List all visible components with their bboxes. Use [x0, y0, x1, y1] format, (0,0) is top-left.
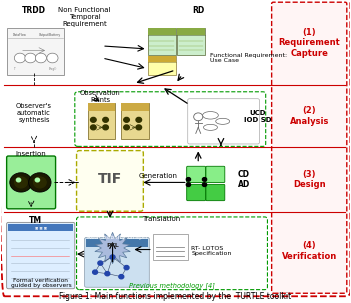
Circle shape: [203, 183, 207, 186]
Text: Previous methodology [4]: Previous methodology [4]: [129, 282, 215, 289]
FancyBboxPatch shape: [272, 2, 347, 293]
Ellipse shape: [216, 118, 230, 124]
Bar: [88, 103, 115, 111]
Text: RT- LOTOS
Specification: RT- LOTOS Specification: [191, 246, 232, 256]
Circle shape: [103, 125, 108, 130]
Circle shape: [186, 178, 191, 181]
Text: Observer's
automatic
synthesis: Observer's automatic synthesis: [16, 103, 52, 123]
Text: Non Functional
Temporal
Requirement: Non Functional Temporal Requirement: [58, 7, 111, 27]
Bar: [147, 56, 176, 75]
Circle shape: [136, 118, 141, 122]
Circle shape: [93, 270, 98, 274]
Text: (4)
Verification: (4) Verification: [282, 241, 337, 261]
Bar: [177, 28, 205, 55]
Circle shape: [203, 178, 207, 181]
Text: TM: TM: [29, 216, 42, 225]
Circle shape: [25, 53, 36, 63]
Circle shape: [124, 265, 129, 270]
Text: CD
AD: CD AD: [238, 170, 250, 189]
Circle shape: [35, 178, 40, 182]
Circle shape: [124, 125, 130, 130]
Circle shape: [103, 118, 108, 122]
Bar: [121, 103, 148, 111]
Bar: [86, 239, 147, 247]
Circle shape: [186, 183, 191, 186]
Circle shape: [91, 118, 96, 122]
Text: Translation: Translation: [143, 216, 181, 222]
Text: Prog(): Prog(): [49, 67, 57, 71]
Text: ▣ ▣ ▣: ▣ ▣ ▣: [35, 225, 47, 229]
FancyBboxPatch shape: [77, 151, 143, 211]
Text: Functional Requirement:
Use Case: Functional Requirement: Use Case: [211, 53, 287, 63]
Circle shape: [136, 125, 141, 130]
Text: RD: RD: [192, 6, 204, 15]
Text: Generation: Generation: [139, 173, 178, 179]
FancyBboxPatch shape: [187, 166, 206, 183]
Ellipse shape: [204, 124, 218, 130]
Circle shape: [98, 261, 103, 265]
Polygon shape: [95, 232, 130, 264]
Bar: [121, 103, 148, 139]
Bar: [153, 235, 188, 260]
Circle shape: [194, 113, 203, 121]
Bar: [147, 28, 176, 55]
Text: UCD
IOD SD: UCD IOD SD: [244, 110, 271, 122]
Circle shape: [10, 173, 32, 192]
Circle shape: [47, 53, 58, 63]
Circle shape: [15, 177, 27, 188]
Bar: [147, 56, 176, 62]
FancyBboxPatch shape: [7, 156, 55, 209]
Bar: [8, 224, 73, 231]
Text: TIF: TIF: [98, 172, 122, 186]
Circle shape: [34, 177, 46, 188]
FancyBboxPatch shape: [85, 238, 149, 287]
Text: (1)
Requirement
Capture: (1) Requirement Capture: [278, 28, 340, 58]
FancyBboxPatch shape: [7, 222, 75, 289]
Circle shape: [110, 255, 115, 259]
Text: T: T: [14, 67, 15, 71]
Circle shape: [91, 125, 96, 130]
Text: TRDD: TRDD: [22, 6, 46, 15]
Bar: [147, 28, 176, 35]
Text: Output/Battery: Output/Battery: [39, 33, 61, 37]
Bar: [88, 103, 115, 139]
Text: (3)
Design: (3) Design: [293, 170, 325, 189]
Circle shape: [105, 271, 110, 276]
Text: Insertion: Insertion: [16, 151, 46, 157]
Circle shape: [14, 53, 26, 63]
FancyBboxPatch shape: [206, 185, 225, 201]
Circle shape: [124, 118, 130, 122]
FancyBboxPatch shape: [7, 28, 64, 75]
Circle shape: [119, 275, 124, 279]
FancyBboxPatch shape: [206, 166, 225, 183]
Text: Reachability Graph: Reachability Graph: [87, 235, 147, 240]
Text: DataFlow: DataFlow: [13, 33, 27, 37]
Text: (2)
Analysis: (2) Analysis: [290, 106, 329, 126]
Text: RTL: RTL: [106, 243, 119, 248]
FancyBboxPatch shape: [188, 99, 259, 144]
Bar: [177, 28, 205, 35]
FancyBboxPatch shape: [187, 185, 206, 201]
Circle shape: [16, 178, 21, 182]
Ellipse shape: [203, 112, 218, 119]
Text: Formal verification
guided by observers: Formal verification guided by observers: [11, 278, 71, 288]
Text: Observation
Points: Observation Points: [80, 90, 121, 103]
Text: Figure 1: Main functions implemented by the  TURTLE toolkit: Figure 1: Main functions implemented by …: [59, 292, 292, 301]
Circle shape: [29, 173, 51, 192]
Circle shape: [35, 53, 46, 63]
